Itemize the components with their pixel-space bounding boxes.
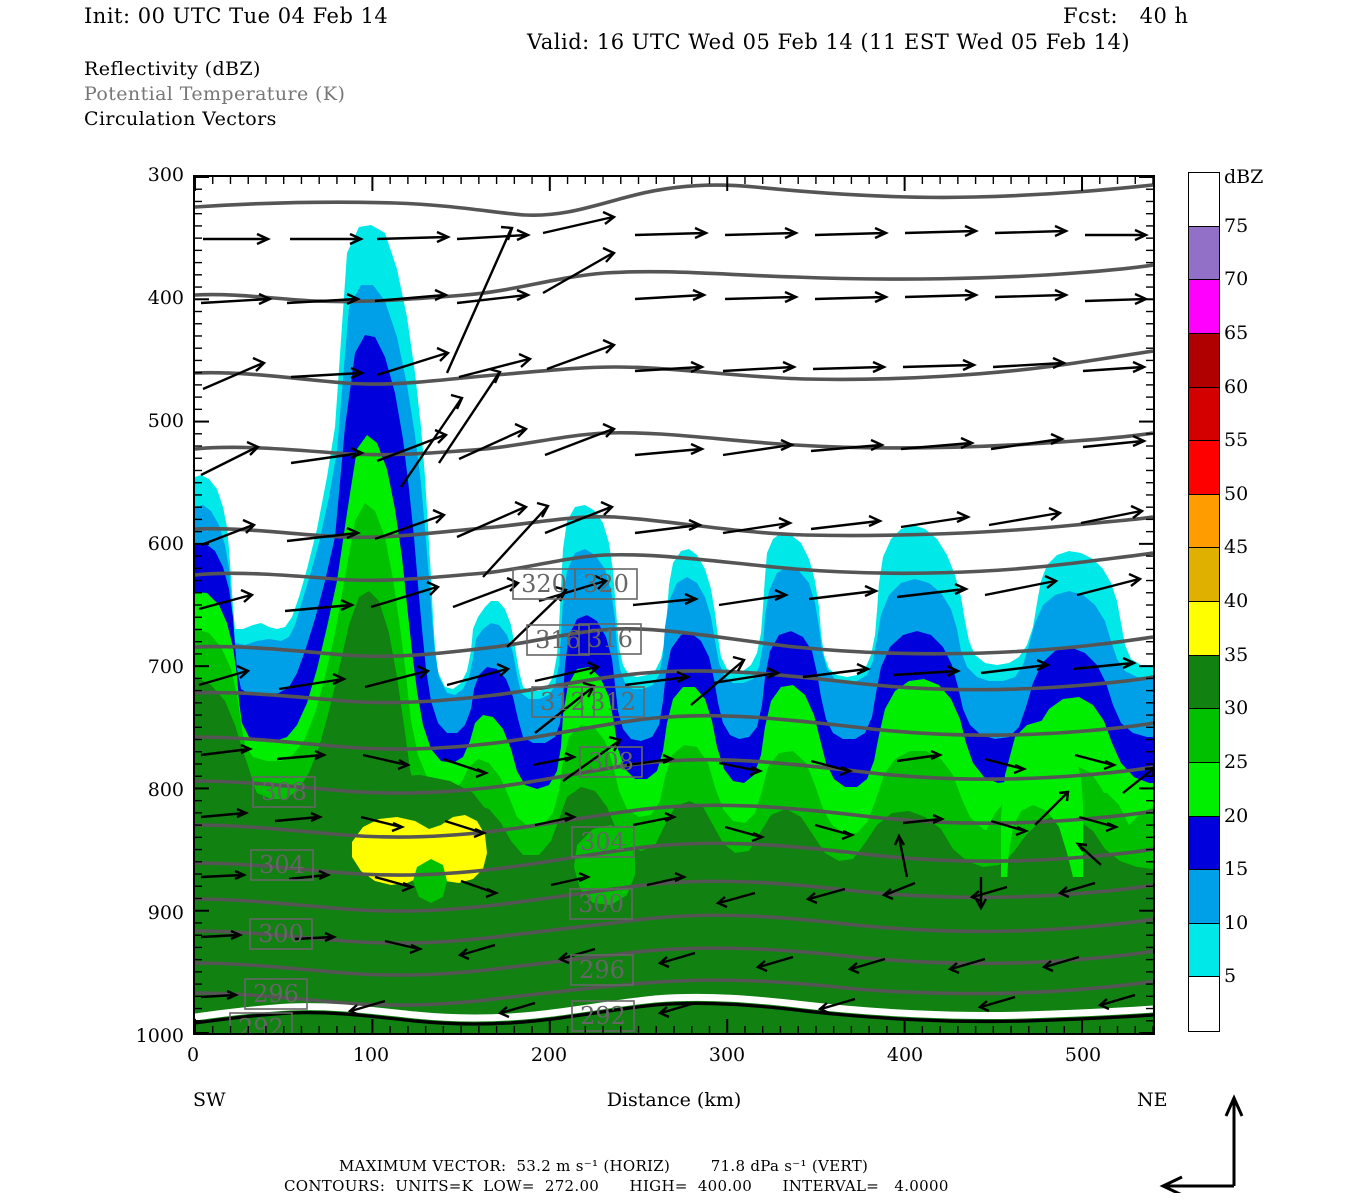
- y-axis-tick-labels: 300 400 500 600 700 800 900 1000: [110, 164, 184, 1047]
- colorbar-tick-10: 10: [1224, 911, 1249, 934]
- x-tick-400: 400: [886, 1044, 924, 1066]
- contour-label-312-4: 312: [540, 688, 586, 716]
- colorbar-band-14: [1189, 923, 1219, 978]
- valid-time-text: Valid: 16 UTC Wed 05 Feb 14 (11 EST Wed …: [527, 30, 1131, 54]
- colorbar-band-1: [1189, 226, 1219, 281]
- reflectivity-ne-upper-green: [1001, 721, 1083, 877]
- contour-label-292-15: 292: [238, 1014, 284, 1033]
- y-tick-800: 800: [147, 779, 184, 801]
- colorbar-tick-50: 50: [1224, 482, 1249, 505]
- contour-label-312-5: 312: [590, 688, 636, 716]
- colorbar-band-7: [1189, 548, 1219, 602]
- colorbar-tick-25: 25: [1224, 750, 1249, 773]
- y-tick-300: 300: [147, 164, 184, 186]
- contour-label-box: [250, 849, 314, 881]
- y-tick-500: 500: [147, 410, 184, 432]
- forecast-hour-text: Fcst: 40 h: [1063, 4, 1189, 28]
- surface-terrain-line: [195, 993, 1153, 1026]
- contour-label-316-3: 316: [587, 625, 633, 653]
- max-vector-text: MAXIMUM VECTOR: 53.2 m s⁻¹ (HORIZ) 71.8 …: [339, 1157, 869, 1175]
- colorbar-tick-75: 75: [1224, 214, 1249, 237]
- reference-vector-icon: [1159, 1094, 1244, 1193]
- contour-label-304-9: 304: [259, 851, 305, 879]
- colorbar-tick-20: 20: [1224, 804, 1249, 827]
- contour-label-316-2: 316: [535, 626, 581, 654]
- y-tick-1000: 1000: [135, 1025, 184, 1047]
- x-tick-0: 0: [186, 1044, 200, 1066]
- colorbar-tick-30: 30: [1224, 697, 1249, 720]
- colorbar-band-0: [1189, 173, 1219, 227]
- colorbar-band-3: [1189, 333, 1219, 388]
- colorbar-tick-40: 40: [1224, 590, 1249, 612]
- contour-label-300-11: 300: [258, 920, 304, 948]
- colorbar-tick-35: 35: [1224, 643, 1249, 666]
- colorbar-band-8: [1189, 602, 1219, 656]
- colorbar-band-10: [1189, 709, 1219, 763]
- contour-label-320-0: 320: [521, 570, 567, 598]
- colorbar-tick-70: 70: [1224, 268, 1249, 291]
- contour-label-296-13: 296: [253, 980, 299, 1008]
- colorbar-band-15: [1189, 977, 1219, 1031]
- init-time-text: Init: 00 UTC Tue 04 Feb 14: [84, 4, 389, 28]
- x-axis-tick-labels: 0 100 200 300 400 500: [187, 1044, 1155, 1070]
- colorbar-tick-45: 45: [1224, 536, 1249, 559]
- contour-label-box: [244, 978, 308, 1010]
- colorbar-band-4: [1189, 387, 1219, 442]
- x-tick-300: 300: [708, 1044, 746, 1066]
- contour-label-box: [526, 624, 590, 656]
- y-tick-900: 900: [147, 902, 184, 924]
- contour-label-292-14: 292: [580, 1002, 626, 1030]
- contour-info-text: CONTOURS: UNITS=K LOW= 272.00 HIGH= 400.…: [284, 1177, 949, 1195]
- x-axis-title: Distance (km): [606, 1089, 742, 1111]
- colorbar-band-12: [1189, 816, 1219, 871]
- reflectivity-colorbar[interactable]: [1188, 172, 1220, 1032]
- colorbar-band-6: [1189, 494, 1219, 549]
- contour-label-304-8: 304: [580, 828, 626, 856]
- x-tick-500: 500: [1064, 1044, 1102, 1066]
- y-tick-700: 700: [147, 656, 184, 678]
- circulation-vectors: [198, 210, 1153, 1019]
- x-tick-200: 200: [530, 1044, 568, 1066]
- y-tick-600: 600: [147, 533, 184, 555]
- contour-label-box: [570, 954, 634, 986]
- axis-endpoint-sw: SW: [193, 1089, 226, 1111]
- field-label-circulation-vectors: Circulation Vectors: [84, 108, 277, 130]
- colorbar-tick-55: 55: [1224, 429, 1249, 452]
- field-label-potential-temperature: Potential Temperature (K): [84, 83, 346, 105]
- colorbar-band-13: [1189, 870, 1219, 924]
- x-tick-100: 100: [352, 1044, 390, 1066]
- field-label-reflectivity: Reflectivity (dBZ): [84, 58, 261, 80]
- y-tick-400: 400: [147, 287, 184, 309]
- colorbar-tick-60: 60: [1224, 375, 1249, 398]
- axis-endpoint-ne: NE: [1137, 1089, 1168, 1111]
- colorbar-units-label: dBZ: [1224, 166, 1264, 188]
- axis-tick-marks: [195, 177, 1153, 1033]
- contour-label-box: [249, 918, 313, 950]
- colorbar-band-11: [1189, 762, 1219, 817]
- contour-label-box: [571, 826, 635, 858]
- contour-label-box: [569, 888, 633, 920]
- contour-label-box: [531, 686, 595, 718]
- contour-label-box: [578, 623, 642, 655]
- cross-section-plot[interactable]: 320 320 316 316 312 312 308 308 304 304 300 300 296 2…: [193, 175, 1155, 1035]
- reflectivity-interior-pockets: [336, 775, 635, 911]
- colorbar-tick-labels: 75 70 65 60 55 50 45 40 35 30 25 20 15 10 5: [1224, 172, 1294, 1032]
- contour-label-300-10: 300: [578, 890, 624, 918]
- colorbar-band-5: [1189, 441, 1219, 495]
- contour-label-320-1: 320: [583, 570, 629, 598]
- contour-label-box: [579, 746, 643, 778]
- colorbar-tick-65: 65: [1224, 321, 1249, 344]
- colorbar-band-9: [1189, 655, 1219, 710]
- colorbar-band-2: [1189, 280, 1219, 334]
- contour-label-308-7: 308: [261, 778, 307, 806]
- contour-label-box: [581, 686, 645, 718]
- contour-label-box: [252, 776, 316, 808]
- colorbar-tick-5: 5: [1224, 965, 1237, 988]
- contour-label-box: [574, 568, 638, 600]
- contour-label-296-12: 296: [579, 956, 625, 984]
- contour-label-308-6: 308: [588, 748, 634, 776]
- colorbar-tick-15: 15: [1224, 858, 1249, 881]
